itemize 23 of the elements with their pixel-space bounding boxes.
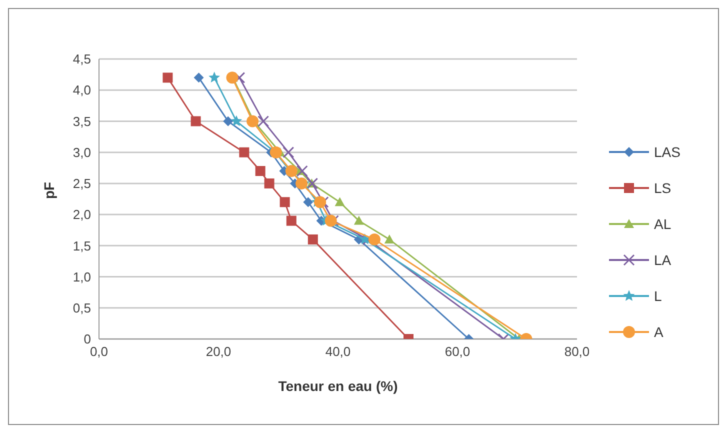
y-tick-label: 2,5	[72, 176, 91, 192]
x-tick-label: 20,0	[206, 344, 232, 360]
y-tick-label: 0,5	[72, 300, 91, 316]
y-tick-label: 4,0	[72, 82, 91, 98]
legend-label: AL	[654, 216, 672, 232]
legend-label: A	[654, 324, 664, 340]
x-axis-title: Teneur en eau (%)	[278, 378, 398, 394]
legend-label: LA	[654, 252, 672, 268]
y-tick-label: 3,0	[72, 144, 91, 160]
y-tick-label: 0	[84, 332, 91, 347]
legend-label: LS	[654, 180, 672, 196]
x-tick-label: 40,0	[325, 344, 351, 360]
legend-label: LAS	[654, 144, 680, 160]
x-tick-label: 60,0	[444, 344, 470, 360]
y-tick-label: 4,5	[72, 52, 91, 67]
y-tick-label: 1,5	[72, 238, 91, 254]
y-axis-title: pF	[40, 181, 57, 199]
x-tick-label: 0,0	[90, 344, 108, 360]
y-tick-label: 2,0	[72, 207, 91, 222]
legend-label: L	[654, 288, 662, 304]
y-tick-label: 1,0	[72, 269, 91, 284]
x-tick-label: 80,0	[564, 344, 590, 360]
y-tick-label: 3,5	[72, 114, 91, 129]
